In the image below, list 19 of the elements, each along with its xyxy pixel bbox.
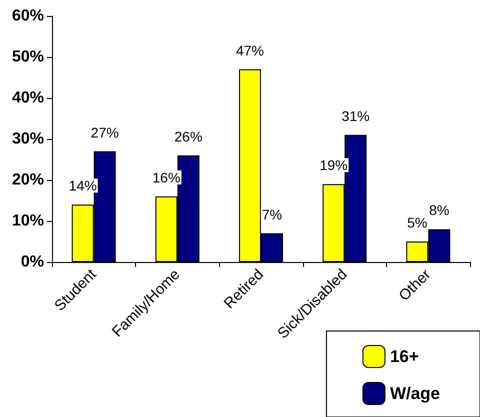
legend-label: W/age — [390, 384, 440, 403]
y-tick-label: 20% — [12, 172, 44, 188]
y-tick-label: 60% — [12, 8, 44, 24]
data-label: 26% — [174, 128, 202, 144]
data-label: 14% — [68, 178, 97, 194]
data-label: 27% — [90, 124, 119, 140]
data-label: 16% — [152, 169, 180, 186]
legend-label: 16+ — [390, 347, 419, 366]
data-label: 8% — [429, 202, 450, 218]
y-tick-label: 40% — [12, 90, 44, 106]
data-label: 47% — [236, 42, 264, 58]
data-label: 19% — [320, 157, 348, 174]
data-label: 31% — [342, 108, 370, 124]
y-tick-label: 10% — [12, 212, 44, 230]
data-label: 7% — [262, 206, 282, 222]
y-tick-label: 0% — [20, 254, 44, 270]
data-label: 5% — [407, 214, 428, 230]
y-tick-label: 50% — [12, 48, 44, 66]
y-tick-label: 30% — [12, 130, 44, 148]
